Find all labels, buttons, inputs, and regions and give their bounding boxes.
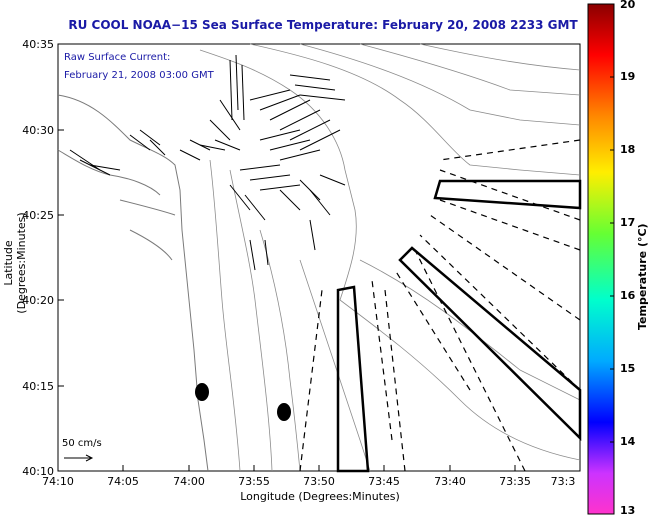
colorbar-tick-label: 14 (620, 435, 636, 448)
x-tick-label: 73:35 (499, 475, 531, 488)
y-tick-label: 40:30 (22, 124, 54, 137)
x-tick-label: 73:50 (303, 475, 335, 488)
x-tick-label: 73:40 (434, 475, 466, 488)
y-tick-label: 40:20 (22, 294, 54, 307)
coastline (57, 94, 209, 472)
plot-frame (57, 43, 581, 472)
scale-label: 50 cm/s (62, 438, 102, 449)
x-tick-label: 74:05 (107, 475, 139, 488)
colorbar (587, 3, 615, 515)
x-tick-label: 73:55 (238, 475, 270, 488)
x-tick-label: 73:45 (368, 475, 400, 488)
colorbar-tick-label: 13 (620, 504, 636, 517)
tick-marks (57, 43, 516, 471)
survey-boxes (336, 179, 582, 473)
station-marker (195, 383, 209, 401)
y-tick-label: 40:25 (22, 209, 54, 222)
x-tick-label: 74:10 (42, 475, 74, 488)
scale-arrow (64, 454, 94, 462)
legend-line-1: Raw Surface Current: (64, 52, 171, 63)
colorbar-tick-label: 18 (620, 143, 636, 156)
colorbar-tick-label: 20 (620, 0, 636, 11)
dashed-sample-lines (299, 139, 581, 472)
x-tick-label: 73:3 (550, 475, 576, 488)
y-axis-title: Latitude (Degrees:Minutes) (2, 212, 28, 314)
y-tick-label: 40:35 (22, 38, 54, 51)
colorbar-tick-label: 15 (620, 362, 636, 375)
contour-lines (199, 43, 581, 472)
y-tick-label: 40:15 (22, 380, 54, 393)
station-marker (277, 403, 291, 421)
colorbar-tick-label: 17 (620, 216, 636, 229)
colorbar-tick-label: 19 (620, 70, 636, 83)
y-tick-label: 40:10 (22, 465, 54, 478)
current-vectors (69, 54, 346, 271)
colorbar-title: Temperature (°C) (636, 223, 649, 330)
colorbar-tick-label: 16 (620, 289, 636, 302)
x-tick-label: 74:00 (173, 475, 205, 488)
legend-line-2: February 21, 2008 03:00 GMT (64, 70, 214, 81)
colorbar-ticks (610, 76, 614, 443)
map-title: RU COOL NOAA−15 Sea Surface Temperature:… (68, 18, 578, 32)
x-axis-title: Longitude (Degrees:Minutes) (240, 490, 400, 503)
